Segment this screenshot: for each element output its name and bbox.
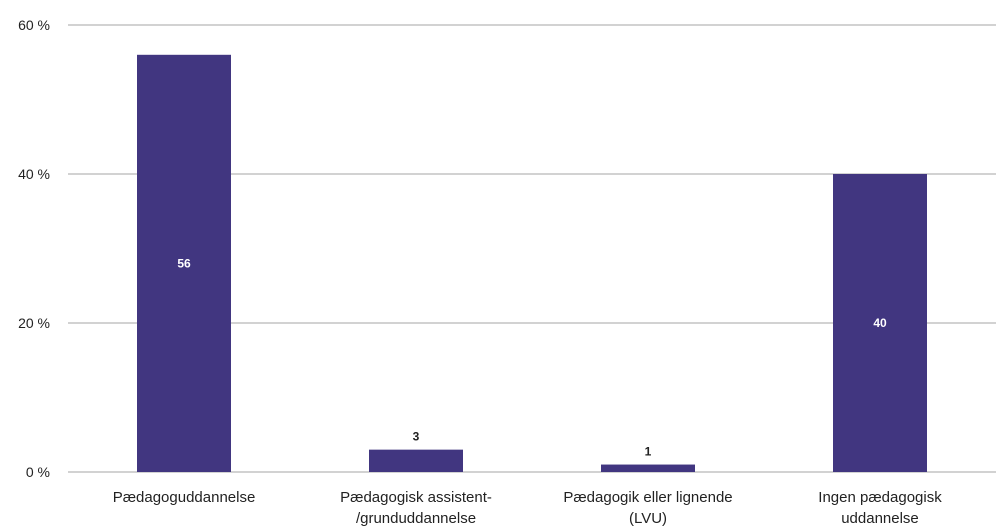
- data-label: 3: [413, 430, 420, 444]
- y-tick-label: 40 %: [18, 166, 50, 182]
- bar: [369, 449, 463, 472]
- category-label: Ingen pædagogisk: [818, 489, 942, 506]
- category-label: /grunduddannelse: [356, 510, 476, 527]
- category-label: Pædagogisk assistent-: [340, 489, 492, 506]
- category-label: Pædagoguddannelse: [113, 489, 256, 506]
- bar: [833, 174, 927, 472]
- bar: [601, 464, 695, 472]
- bars: [137, 54, 927, 473]
- bar: [137, 54, 231, 473]
- data-labels: 56 3 1 40: [177, 256, 887, 458]
- x-axis-category-labels: Pædagoguddannelse Pædagogisk assistent- /g…: [113, 489, 943, 527]
- y-tick-label: 0 %: [26, 464, 50, 480]
- data-label: 40: [873, 316, 887, 330]
- data-label: 1: [645, 445, 652, 459]
- data-label: 56: [177, 256, 191, 270]
- y-tick-label: 20 %: [18, 315, 50, 331]
- y-axis-tick-labels: 0 % 20 % 40 % 60 %: [18, 17, 50, 480]
- y-tick-label: 60 %: [18, 17, 50, 33]
- category-label: uddannelse: [841, 510, 919, 527]
- category-label: (LVU): [629, 510, 667, 527]
- category-label: Pædagogik eller lignende: [563, 489, 732, 506]
